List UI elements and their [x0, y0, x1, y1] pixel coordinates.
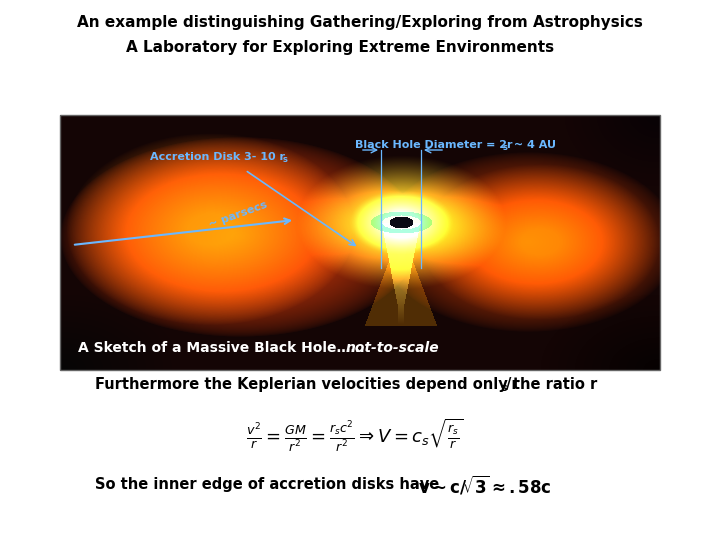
Text: $\frac{v^2}{r} = \frac{GM}{r^2} = \frac{r_s c^2}{r^2} \Rightarrow V = c_s\sqrt{\: $\frac{v^2}{r} = \frac{GM}{r^2} = \frac{…	[246, 416, 464, 454]
Text: ~ parsecs: ~ parsecs	[208, 200, 269, 230]
Text: s: s	[503, 144, 508, 152]
Text: Accretion Disk 3- 10 r: Accretion Disk 3- 10 r	[150, 152, 285, 162]
Text: An example distinguishing Gathering/Exploring from Astrophysics: An example distinguishing Gathering/Expl…	[77, 15, 643, 30]
Text: Furthermore the Keplerian velocities depend only the ratio r: Furthermore the Keplerian velocities dep…	[95, 377, 598, 393]
Text: ~ 4 AU: ~ 4 AU	[510, 140, 556, 150]
Text: /r: /r	[506, 377, 518, 393]
Bar	[60, 115, 660, 370]
Text: A Sketch of a Massive Black Hole……: A Sketch of a Massive Black Hole……	[78, 341, 364, 355]
Text: s: s	[283, 156, 288, 165]
Text: So the inner edge of accretion disks have: So the inner edge of accretion disks hav…	[95, 477, 449, 492]
Text: s: s	[500, 383, 507, 393]
Text: A Laboratory for Exploring Extreme Environments: A Laboratory for Exploring Extreme Envir…	[126, 40, 554, 55]
Text: Black Hole Diameter = 2r: Black Hole Diameter = 2r	[355, 140, 513, 150]
Text: $\mathbf{v \sim c/\!\sqrt{3} \approx .58c}$: $\mathbf{v \sim c/\!\sqrt{3} \approx .58…	[418, 474, 552, 496]
Text: not-to-scale: not-to-scale	[346, 341, 440, 355]
